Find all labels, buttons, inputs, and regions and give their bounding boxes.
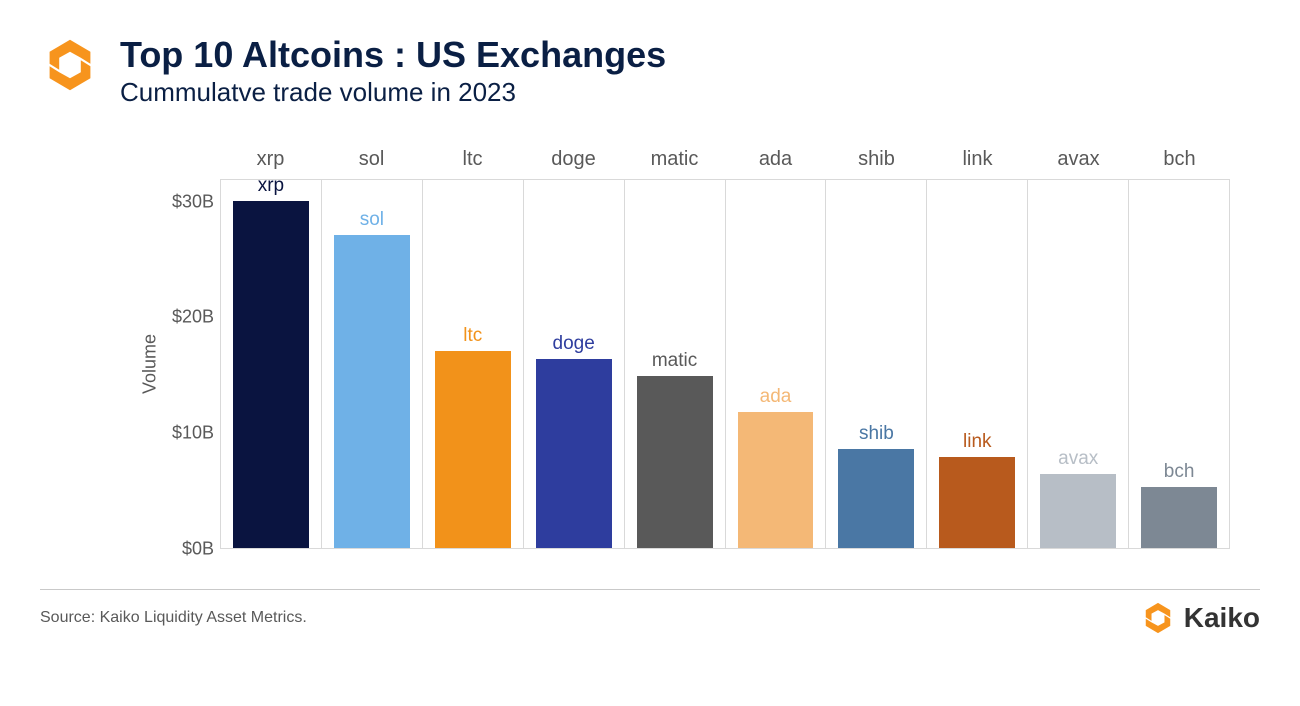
bar-label: avax [1040, 448, 1116, 470]
chart-subtitle: Cummulatve trade volume in 2023 [120, 77, 666, 108]
panel: shib [826, 180, 927, 548]
bar-label: link [939, 431, 1015, 453]
bar: bch [1141, 487, 1217, 547]
bar: ada [738, 412, 814, 547]
panel: ltc [423, 180, 524, 548]
facet-header: matic [624, 148, 725, 179]
bar-label: ada [738, 386, 814, 408]
bar: ltc [435, 351, 511, 548]
facet-header: doge [523, 148, 624, 179]
bar: xrp [233, 201, 309, 548]
facet-header: ada [725, 148, 826, 179]
y-axis: Volume $0B$10B$20B$30B [160, 179, 220, 549]
bar-label: matic [637, 350, 713, 372]
bar-label: xrp [233, 175, 309, 197]
panel: ada [726, 180, 827, 548]
y-tick: $20B [172, 307, 214, 328]
bar-label: ltc [435, 325, 511, 347]
y-axis-label: Volume [140, 334, 161, 394]
bar: shib [838, 449, 914, 547]
source-text: Source: Kaiko Liquidity Asset Metrics. [40, 609, 307, 627]
y-tick: $30B [172, 191, 214, 212]
bar-label: doge [536, 333, 612, 355]
brand-block: Kaiko [1140, 600, 1260, 636]
facet-header: link [927, 148, 1028, 179]
chart-title: Top 10 Altcoins : US Exchanges [120, 35, 666, 75]
brand-logo-icon [40, 35, 100, 95]
facet-header: shib [826, 148, 927, 179]
panel: link [927, 180, 1028, 548]
panel: doge [524, 180, 625, 548]
title-block: Top 10 Altcoins : US Exchanges Cummulatv… [120, 35, 666, 108]
bar-label: sol [334, 209, 410, 231]
panel: xrp [220, 180, 322, 548]
header: Top 10 Altcoins : US Exchanges Cummulatv… [40, 35, 1260, 108]
panel: matic [625, 180, 726, 548]
bar-label: shib [838, 423, 914, 445]
bar: doge [536, 359, 612, 547]
facet-header: bch [1129, 148, 1230, 179]
y-tick: $10B [172, 422, 214, 443]
page: Top 10 Altcoins : US Exchanges Cummulatv… [0, 0, 1300, 706]
bar-label: bch [1141, 461, 1217, 483]
bar: matic [637, 376, 713, 547]
footer: Source: Kaiko Liquidity Asset Metrics. K… [40, 600, 1260, 636]
bar: sol [334, 235, 410, 547]
panel: bch [1129, 180, 1230, 548]
footer-divider [40, 589, 1260, 590]
bar: link [939, 457, 1015, 547]
facet-header: sol [321, 148, 422, 179]
panel: avax [1028, 180, 1129, 548]
plot-row: Volume $0B$10B$20B$30B xrpsolltcdogemati… [160, 179, 1230, 549]
facet-header: avax [1028, 148, 1129, 179]
y-tick: $0B [182, 538, 214, 559]
facet-header-row: xrpsolltcdogematicadashiblinkavaxbch [220, 148, 1230, 179]
panels: xrpsolltcdogematicadashiblinkavaxbch [220, 179, 1230, 549]
panel: sol [322, 180, 423, 548]
brand-name: Kaiko [1184, 602, 1260, 634]
brand-footer-logo-icon [1140, 600, 1176, 636]
bar: avax [1040, 474, 1116, 548]
chart: xrpsolltcdogematicadashiblinkavaxbch Vol… [160, 148, 1230, 549]
facet-header: ltc [422, 148, 523, 179]
